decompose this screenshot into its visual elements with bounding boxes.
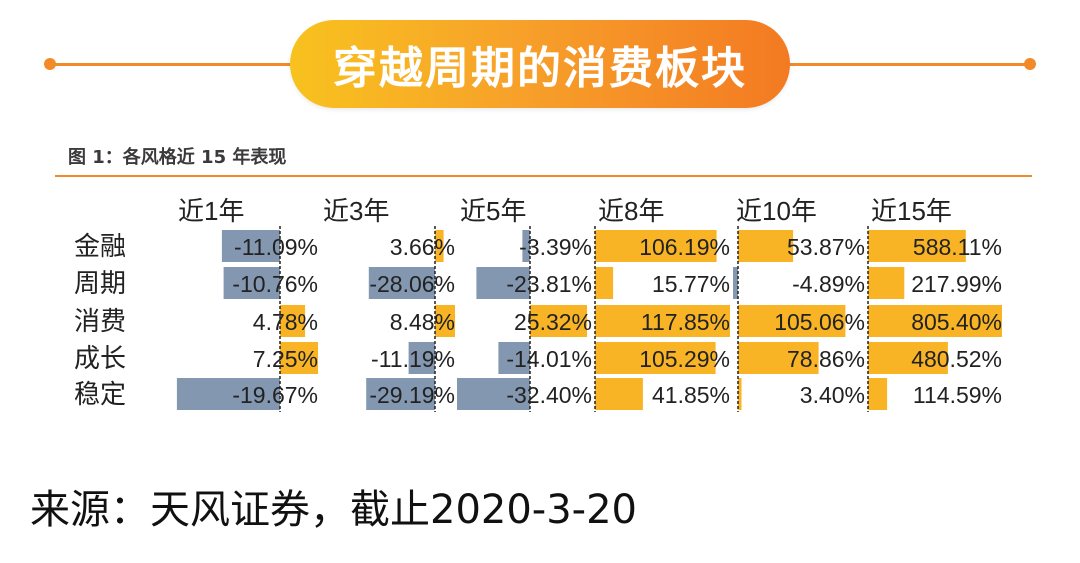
- data-bar: [280, 342, 318, 374]
- data-label: 480.52%: [911, 346, 1002, 372]
- data-label: -14.01%: [506, 346, 592, 372]
- data-bar: [221, 230, 280, 262]
- data-label: -32.40%: [506, 382, 592, 408]
- title-banner: 穿越周期的消费板块: [290, 20, 790, 108]
- data-label: 106.19%: [639, 234, 730, 260]
- data-bar: [435, 305, 455, 337]
- data-bar: [733, 267, 738, 299]
- data-bar: [368, 267, 435, 299]
- data-label: 3.40%: [800, 382, 865, 408]
- row-label: 消费: [74, 306, 126, 336]
- row-label: 成长: [74, 343, 126, 373]
- header-dot-right: [1024, 58, 1036, 70]
- data-bar: [408, 342, 435, 374]
- data-bar: [738, 230, 794, 262]
- header-rule-right: [785, 63, 1030, 66]
- data-label: 105.06%: [774, 309, 865, 335]
- data-label: 217.99%: [911, 271, 1002, 297]
- page-title: 穿越周期的消费板块: [333, 43, 747, 94]
- column-header: 近15年: [871, 196, 952, 226]
- data-label: -3.39%: [519, 234, 592, 260]
- row-label: 金融: [74, 231, 126, 261]
- data-label: 8.48%: [390, 309, 455, 335]
- data-label: 7.25%: [253, 346, 318, 372]
- header-rule-left: [50, 63, 295, 66]
- data-bar: [366, 378, 435, 410]
- data-bar: [868, 230, 966, 262]
- data-label: 588.11%: [913, 234, 1002, 260]
- data-label: 4.78%: [253, 309, 318, 335]
- data-bar: [738, 342, 819, 374]
- data-bar: [176, 378, 280, 410]
- data-bar: [595, 378, 643, 410]
- column-header: 近8年: [598, 196, 664, 226]
- figure-caption: 图 1：各风格近 15 年表现: [68, 147, 287, 168]
- data-bar: [595, 305, 730, 337]
- source-note: 来源：天风证券，截止2020-3-20: [30, 487, 638, 533]
- data-label: -23.81%: [506, 271, 592, 297]
- data-label: 41.85%: [652, 382, 730, 408]
- data-bar: [738, 305, 846, 337]
- data-bar: [522, 230, 530, 262]
- data-bar: [435, 230, 444, 262]
- data-label: -11.19%: [371, 346, 455, 372]
- data-bar: [280, 305, 306, 337]
- data-label: 53.87%: [787, 234, 865, 260]
- data-label: 114.59%: [913, 382, 1002, 408]
- data-label: -4.89%: [792, 271, 865, 297]
- data-label: -28.06%: [369, 271, 455, 297]
- data-label: -19.67%: [232, 382, 318, 408]
- data-label: 117.85%: [641, 309, 730, 335]
- column-header: 近1年: [178, 196, 244, 226]
- row-label: 稳定: [74, 379, 126, 409]
- data-bar: [595, 230, 717, 262]
- data-bar: [498, 342, 530, 374]
- data-bar: [595, 267, 614, 299]
- column-header: 近5年: [460, 196, 526, 226]
- data-bar: [868, 378, 888, 410]
- data-bar: [868, 305, 1002, 337]
- row-label: 周期: [74, 268, 126, 298]
- data-bar: [595, 342, 716, 374]
- header-dot-left: [44, 58, 56, 70]
- column-header: 近3年: [323, 196, 389, 226]
- data-bar: [738, 378, 742, 410]
- data-bar: [530, 305, 587, 337]
- column-header: 近10年: [736, 196, 817, 226]
- data-bar: [868, 267, 905, 299]
- data-label: 3.66%: [390, 234, 455, 260]
- data-label: -10.76%: [232, 271, 318, 297]
- data-label: 78.86%: [787, 346, 865, 372]
- data-bar: [223, 267, 280, 299]
- data-bar: [457, 378, 530, 410]
- data-label: 15.77%: [652, 271, 730, 297]
- data-label: -29.19%: [369, 382, 455, 408]
- data-label: 25.32%: [514, 309, 592, 335]
- caption-rule: [55, 175, 1032, 177]
- data-label: -11.09%: [234, 234, 318, 260]
- data-bar: [868, 342, 948, 374]
- data-label: 105.29%: [639, 346, 730, 372]
- data-label: 805.40%: [911, 309, 1002, 335]
- data-bar: [476, 267, 530, 299]
